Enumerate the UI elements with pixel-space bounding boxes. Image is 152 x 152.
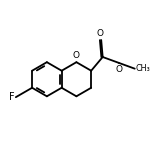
Text: O: O <box>97 29 104 38</box>
Text: F: F <box>9 92 15 102</box>
Text: CH₃: CH₃ <box>136 64 150 73</box>
Text: O: O <box>115 65 122 74</box>
Text: O: O <box>73 51 80 60</box>
